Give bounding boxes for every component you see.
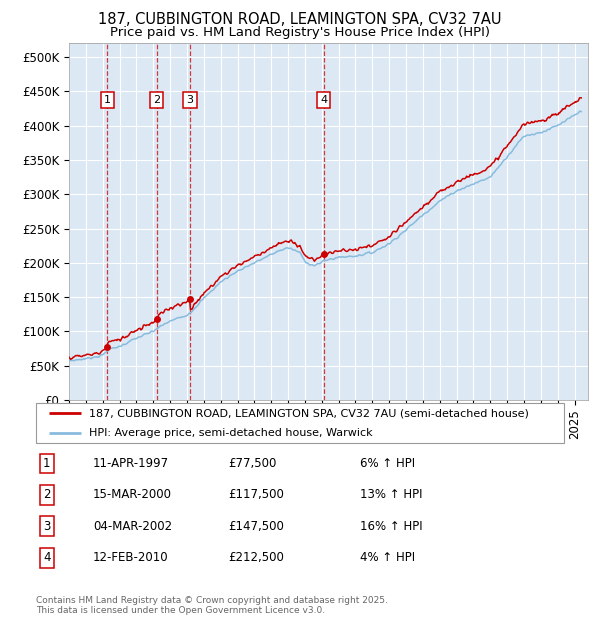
- Text: 13% ↑ HPI: 13% ↑ HPI: [360, 489, 422, 502]
- Text: 11-APR-1997: 11-APR-1997: [93, 457, 169, 470]
- Text: 04-MAR-2002: 04-MAR-2002: [93, 520, 172, 533]
- Text: 12-FEB-2010: 12-FEB-2010: [93, 551, 169, 564]
- Text: £77,500: £77,500: [228, 457, 277, 470]
- Text: 2: 2: [153, 95, 160, 105]
- Text: 187, CUBBINGTON ROAD, LEAMINGTON SPA, CV32 7AU: 187, CUBBINGTON ROAD, LEAMINGTON SPA, CV…: [98, 12, 502, 27]
- Text: £212,500: £212,500: [228, 551, 284, 564]
- Text: 4: 4: [43, 551, 50, 564]
- Text: 15-MAR-2000: 15-MAR-2000: [93, 489, 172, 502]
- Text: 1: 1: [43, 457, 50, 470]
- Text: 187, CUBBINGTON ROAD, LEAMINGTON SPA, CV32 7AU (semi-detached house): 187, CUBBINGTON ROAD, LEAMINGTON SPA, CV…: [89, 409, 529, 419]
- Text: 2: 2: [43, 489, 50, 502]
- Text: 3: 3: [187, 95, 193, 105]
- Text: 4% ↑ HPI: 4% ↑ HPI: [360, 551, 415, 564]
- Text: 1: 1: [104, 95, 111, 105]
- Text: 6% ↑ HPI: 6% ↑ HPI: [360, 457, 415, 470]
- Text: Price paid vs. HM Land Registry's House Price Index (HPI): Price paid vs. HM Land Registry's House …: [110, 26, 490, 39]
- Text: £117,500: £117,500: [228, 489, 284, 502]
- Text: 16% ↑ HPI: 16% ↑ HPI: [360, 520, 422, 533]
- Text: 3: 3: [43, 520, 50, 533]
- FancyBboxPatch shape: [36, 403, 564, 443]
- Text: Contains HM Land Registry data © Crown copyright and database right 2025.
This d: Contains HM Land Registry data © Crown c…: [36, 596, 388, 615]
- Text: HPI: Average price, semi-detached house, Warwick: HPI: Average price, semi-detached house,…: [89, 428, 373, 438]
- Text: 4: 4: [320, 95, 328, 105]
- Text: £147,500: £147,500: [228, 520, 284, 533]
